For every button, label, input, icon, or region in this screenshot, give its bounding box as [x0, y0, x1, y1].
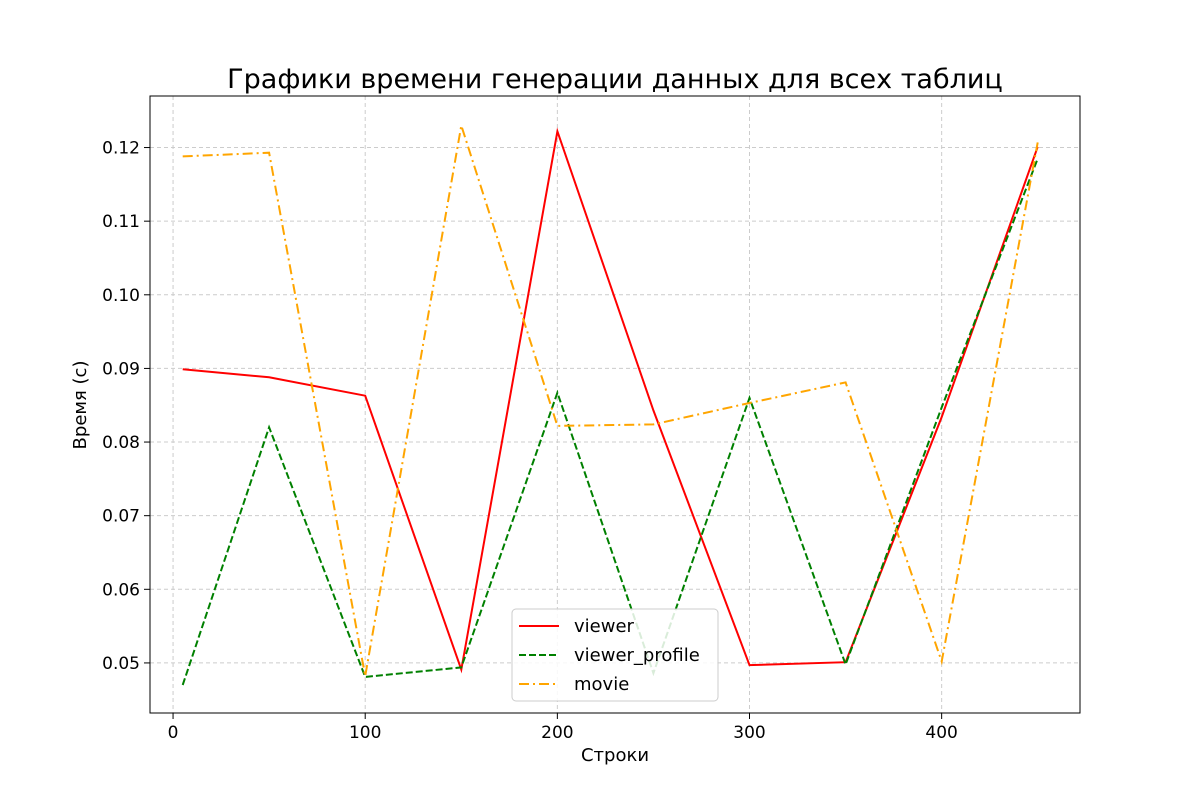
y-tick-label: 0.10 — [102, 286, 140, 306]
plot-frame — [149, 95, 1081, 714]
series-line-movie — [182, 125, 1039, 677]
x-tick-label: 100 — [349, 723, 381, 743]
y-axis-label: Время (с) — [70, 361, 91, 450]
x-tick-label: 400 — [925, 723, 957, 743]
x-tick-label: 200 — [541, 723, 573, 743]
x-tick-label: 300 — [733, 723, 765, 743]
series-line-viewer — [182, 127, 1039, 674]
y-tick-label: 0.11 — [102, 212, 140, 232]
y-tick-label: 0.06 — [102, 580, 140, 600]
grid — [150, 96, 1080, 713]
y-tick-label: 0.08 — [102, 433, 140, 453]
y-tick-label: 0.07 — [102, 507, 140, 527]
legend-label: movie — [574, 674, 629, 695]
y-tick-label: 0.09 — [102, 359, 140, 379]
x-axis: 0 100 200 300 400 — [168, 713, 958, 743]
x-axis-label: Строки — [581, 745, 649, 766]
chart-title: Графики времени генерации данных для все… — [227, 64, 1003, 95]
y-tick-label: 0.05 — [102, 654, 140, 674]
x-tick-label: 0 — [168, 723, 179, 743]
series-line-viewer-profile — [181, 158, 1039, 686]
series-layer — [181, 125, 1039, 686]
legend-label: viewer — [574, 616, 635, 637]
y-axis: 0.05 0.06 0.07 0.08 0.09 0.10 0.11 0.12 — [102, 139, 150, 674]
y-tick-label: 0.12 — [102, 139, 140, 159]
legend-label: viewer_profile — [574, 645, 700, 666]
legend-box — [511, 608, 719, 702]
